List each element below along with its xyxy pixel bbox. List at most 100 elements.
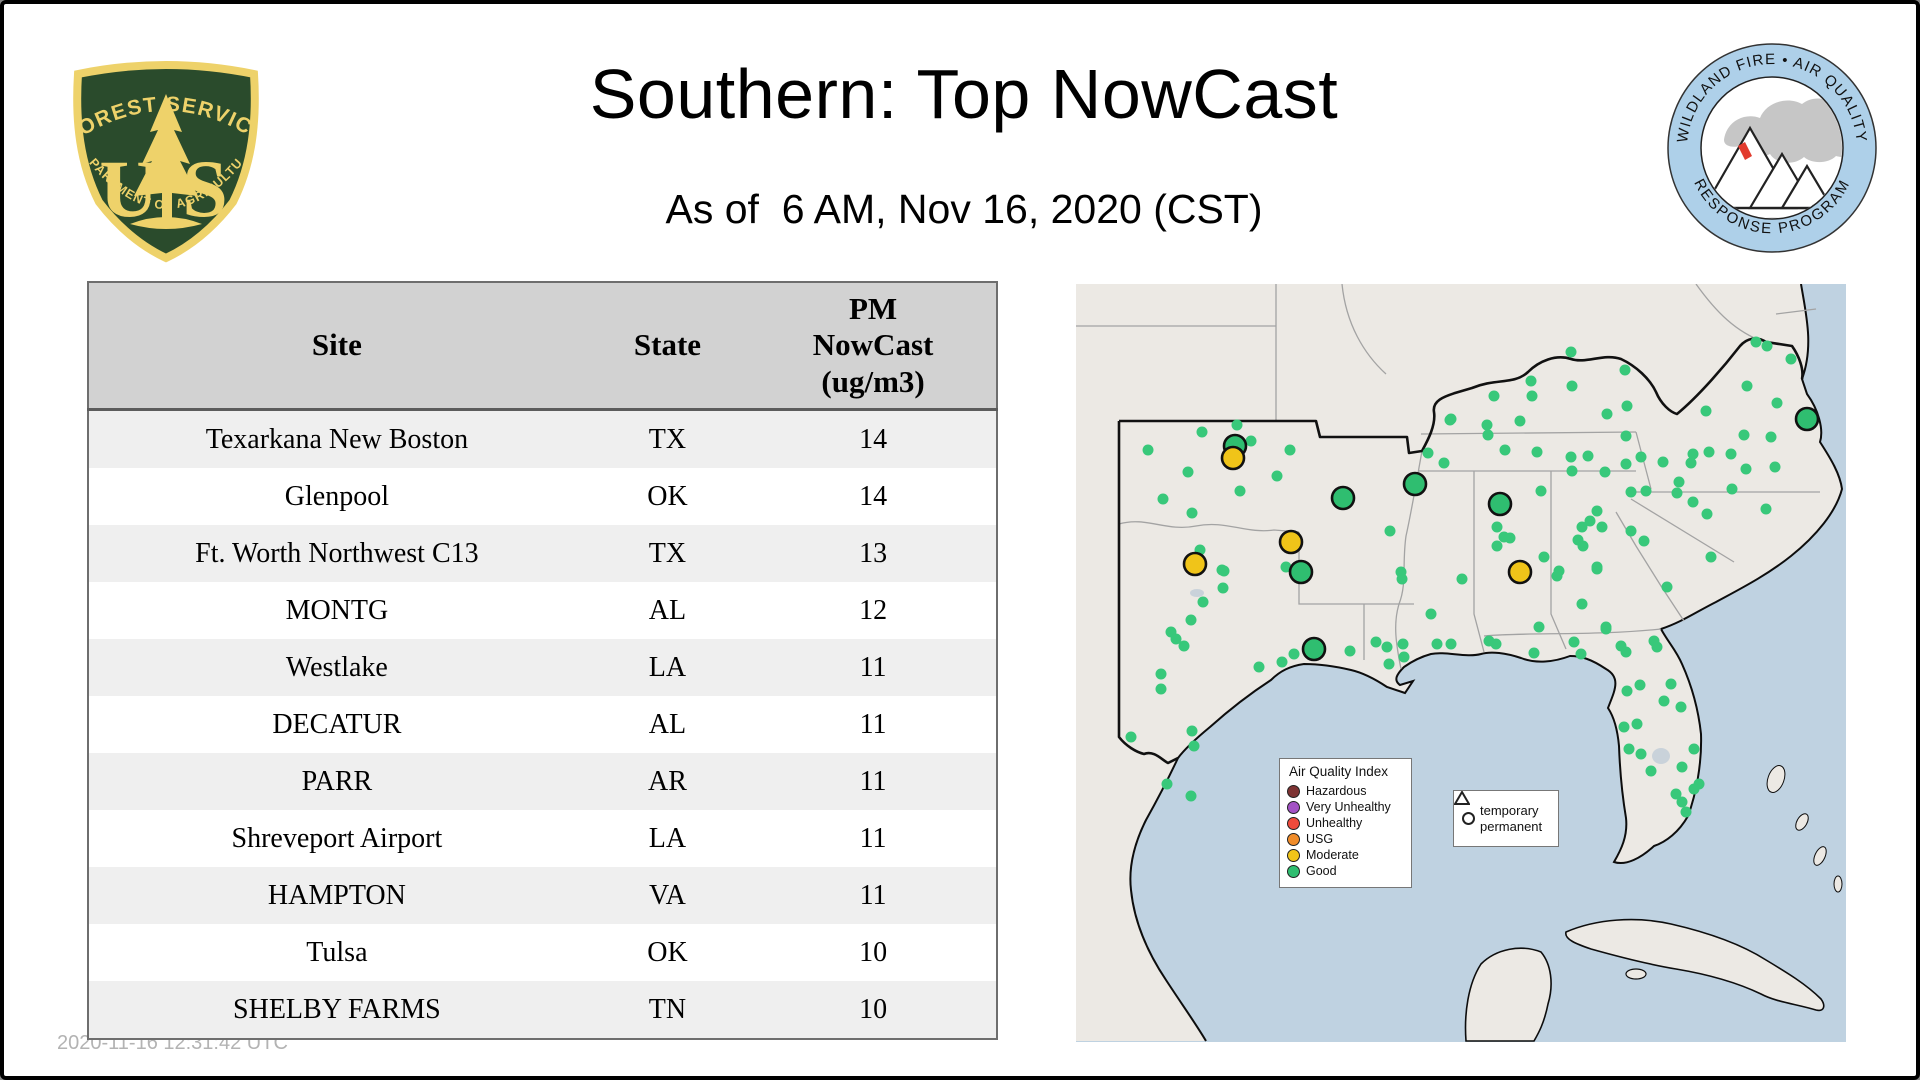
site-dot (1675, 701, 1687, 713)
site-dot (1490, 638, 1502, 650)
site-dot (1431, 638, 1443, 650)
site-dot (1553, 565, 1565, 577)
site-dot (1568, 636, 1580, 648)
site-dot (1705, 551, 1717, 563)
table-row: DECATUR AL 11 (88, 696, 997, 753)
site-dot (1623, 743, 1635, 755)
aqi-color-swatch (1287, 848, 1300, 862)
site-dot (1425, 608, 1437, 620)
site-marker (1220, 445, 1246, 471)
site-dot (1155, 683, 1167, 695)
site-dot (1576, 598, 1588, 610)
site-dot (1528, 647, 1540, 659)
site-dot (1456, 573, 1468, 585)
aqi-legend-label: USG (1306, 832, 1334, 846)
site-dot (1280, 561, 1292, 573)
table-row: HAMPTON VA 11 (88, 867, 997, 924)
cell-pm-nowcast: 13 (750, 525, 997, 582)
site-dot (1620, 646, 1632, 658)
site-dot (1651, 641, 1663, 653)
site-marker (1487, 491, 1513, 517)
site-dot (1125, 731, 1137, 743)
site-dot (1185, 790, 1197, 802)
site-dot (1217, 582, 1229, 594)
site-dot (1526, 390, 1538, 402)
table-header: Site State PM NowCast (ug/m3) (88, 282, 997, 411)
table-row: MONTG AL 12 (88, 582, 997, 639)
site-marker (1402, 471, 1428, 497)
permanent-monitor-icon (1454, 791, 1470, 805)
aqi-legend: Air Quality Index Hazardous Very Unhealth… (1279, 758, 1412, 888)
site-dot (1725, 448, 1737, 460)
site-dot (1687, 448, 1699, 460)
site-dot (1769, 461, 1781, 473)
cell-site: SHELBY FARMS (88, 981, 585, 1039)
site-dot (1618, 721, 1630, 733)
forest-service-shield-icon: FOREST SERVICE U S DEPARTMENT OF AGRICUL… (58, 26, 259, 263)
site-dot (1396, 573, 1408, 585)
cell-state: TX (584, 409, 751, 468)
site-dot (1670, 788, 1682, 800)
cell-state: AL (584, 696, 751, 753)
site-dot (1680, 806, 1692, 818)
site-dot (1157, 493, 1169, 505)
site-dot (1601, 408, 1613, 420)
bahamas-islands (1766, 765, 1843, 893)
as-of-subtitle: As of 6 AM, Nov 16, 2020 (CST) (665, 186, 1263, 232)
site-dot (1726, 483, 1738, 495)
site-dot (1445, 638, 1457, 650)
site-dot (1687, 496, 1699, 508)
site-dot (1170, 633, 1182, 645)
site-dot (1760, 503, 1772, 515)
monitor-dots (1125, 336, 1797, 818)
site-dot (1533, 621, 1545, 633)
site-dot (1635, 748, 1647, 760)
table-row: Tulsa OK 10 (88, 924, 997, 981)
cell-pm-nowcast: 11 (750, 696, 997, 753)
site-dot (1661, 581, 1673, 593)
table-row: SHELBY FARMS TN 10 (88, 981, 997, 1039)
region-outline-west (1117, 421, 1179, 765)
site-dot (1444, 414, 1456, 426)
site-dot (1645, 765, 1657, 777)
site-dot (1245, 435, 1257, 447)
site-dot (1640, 485, 1652, 497)
aqi-legend-label: Hazardous (1306, 784, 1367, 798)
table-row: Shreveport Airport LA 11 (88, 810, 997, 867)
top-site-markers (1182, 406, 1820, 662)
aqi-color-swatch (1287, 800, 1300, 814)
site-dot (1599, 466, 1611, 478)
cell-site: PARR (88, 753, 585, 810)
site-dot (1185, 614, 1197, 626)
site-marker (1330, 485, 1356, 511)
cell-state: OK (584, 924, 751, 981)
site-dot (1671, 487, 1683, 499)
site-dot (1161, 778, 1173, 790)
island (1625, 968, 1647, 980)
site-dot (1631, 718, 1643, 730)
site-marker (1182, 551, 1208, 577)
site-dot (1525, 375, 1537, 387)
site-dot (1155, 668, 1167, 680)
site-dot (1600, 623, 1612, 635)
site-dot (1591, 563, 1603, 575)
aqi-legend-item: Unhealthy (1287, 816, 1405, 830)
site-dot (1196, 426, 1208, 438)
aqi-legend-item: Good (1287, 864, 1405, 878)
cell-site: Ft. Worth Northwest C13 (88, 525, 585, 582)
site-dot (1676, 761, 1688, 773)
aqi-color-swatch (1287, 832, 1300, 846)
site-dot (1231, 419, 1243, 431)
site-dot (1703, 446, 1715, 458)
site-dot (1344, 645, 1356, 657)
cell-state: LA (584, 810, 751, 867)
site-dot (1625, 525, 1637, 537)
site-dot (1182, 466, 1194, 478)
site-dot (1186, 507, 1198, 519)
region-map: Air Quality Index Hazardous Very Unhealth… (1076, 284, 1846, 1042)
site-dot (1577, 540, 1589, 552)
site-dot (1658, 695, 1670, 707)
site-dot (1422, 447, 1434, 459)
region-outline (1119, 337, 1804, 455)
